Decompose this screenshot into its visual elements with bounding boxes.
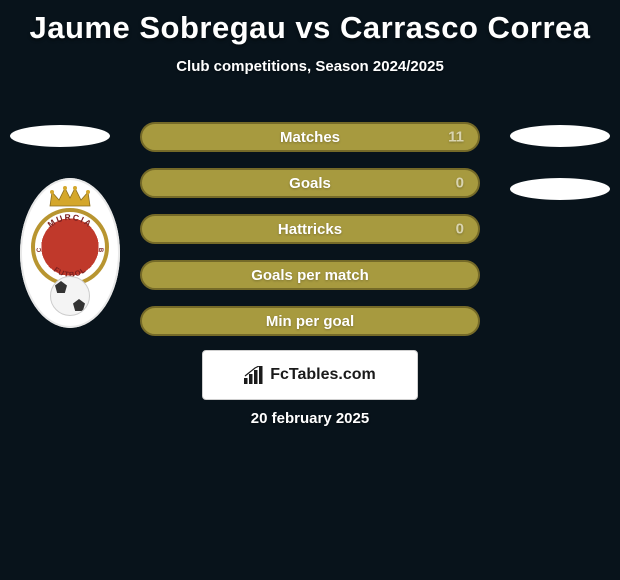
player-right-marker-1 [510, 125, 610, 147]
stat-label: Goals [289, 175, 331, 192]
date-label: 20 february 2025 [0, 410, 620, 427]
svg-text:MURCIA: MURCIA [46, 212, 95, 230]
stat-bar-goals: Goals 0 [140, 168, 480, 198]
stat-label: Hattricks [278, 221, 342, 238]
stat-bar-goals-per-match: Goals per match [140, 260, 480, 290]
crown-icon [48, 186, 92, 208]
player-left-marker [10, 125, 110, 147]
badge-ring-text: MURCIA FUTBOL C B [31, 208, 109, 286]
football-icon [50, 276, 90, 316]
player-right-marker-2 [510, 178, 610, 200]
club-badge: MURCIA FUTBOL C B [20, 178, 120, 328]
comparison-infographic: Jaume Sobregau vs Carrasco Correa Club c… [0, 0, 620, 580]
subtitle: Club competitions, Season 2024/2025 [0, 58, 620, 75]
svg-text:B: B [97, 248, 103, 253]
stat-label: Min per goal [266, 313, 354, 330]
stat-bar-matches: Matches 11 [140, 122, 480, 152]
bar-chart-icon [244, 366, 264, 384]
stat-label: Goals per match [251, 267, 369, 284]
logo-text: FcTables.com [270, 366, 376, 384]
stat-bar-hattricks: Hattricks 0 [140, 214, 480, 244]
stat-bars: Matches 11 Goals 0 Hattricks 0 Goals per… [140, 122, 480, 352]
stat-bar-min-per-goal: Min per goal [140, 306, 480, 336]
stat-value: 0 [456, 221, 464, 238]
page-title: Jaume Sobregau vs Carrasco Correa [0, 0, 620, 46]
badge-shield: MURCIA FUTBOL C B [20, 178, 120, 328]
stat-label: Matches [280, 129, 340, 146]
svg-text:C: C [37, 247, 43, 252]
stat-value: 0 [456, 175, 464, 192]
badge-ring: MURCIA FUTBOL C B [31, 208, 109, 286]
stat-value: 11 [448, 129, 464, 146]
source-logo: FcTables.com [202, 350, 418, 400]
